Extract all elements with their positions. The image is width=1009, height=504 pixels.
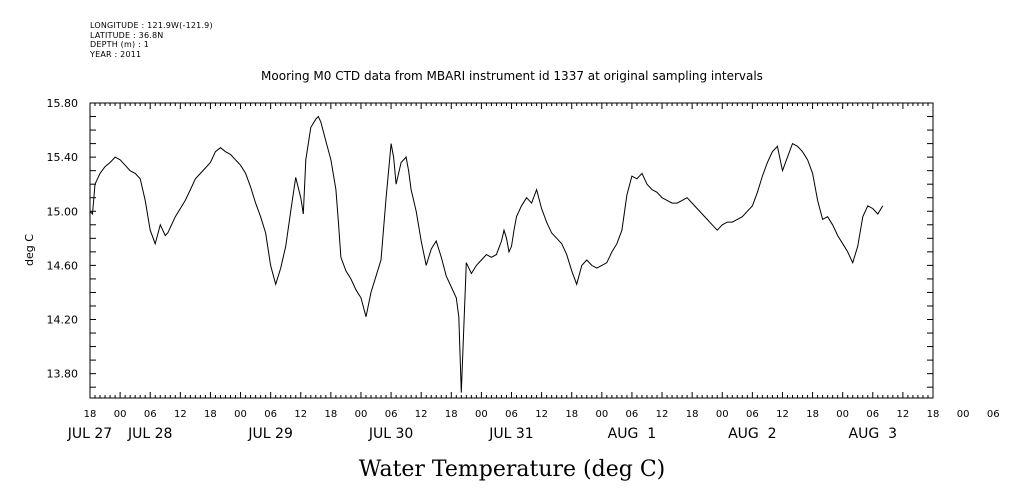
temperature-series-line: [89, 115, 884, 393]
x-day-label: JUL 31: [488, 426, 533, 442]
x-hour-label: 06: [746, 409, 759, 420]
x-day-label: AUG 2: [728, 426, 776, 442]
y-tick-label: 14.60: [47, 259, 79, 272]
x-hour-label: 06: [626, 409, 639, 420]
x-hour-label: 06: [987, 409, 1000, 420]
x-hour-label: 12: [897, 409, 910, 420]
bottom-title: Water Temperature (deg C): [359, 457, 666, 482]
depth-text: DEPTH (m) : 1: [90, 40, 149, 49]
x-hour-label: 00: [716, 409, 729, 420]
x-day-label: JUL 27: [67, 426, 112, 442]
x-hour-label: 00: [836, 409, 849, 420]
axis-ticks: [89, 102, 934, 398]
x-hour-label: 18: [565, 409, 578, 420]
x-day-label: AUG 3: [849, 426, 897, 442]
x-hour-label: 18: [686, 409, 699, 420]
x-hour-label: 12: [174, 409, 187, 420]
x-hour-label: 00: [114, 409, 127, 420]
y-axis-label: deg C: [23, 234, 36, 266]
x-tick-labels: 18 00 06 12 18 00 06 12 18 00 06 12 18 00 06 12 18 00 06 12…: [84, 409, 1000, 420]
x-day-label: JUL 29: [247, 426, 292, 442]
x-hour-label: 00: [957, 409, 970, 420]
x-hour-label: 12: [415, 409, 428, 420]
metadata-block: LONGITUDE : 121.9W(-121.9) LATITUDE : 36…: [90, 21, 213, 59]
chart-title: Mooring M0 CTD data from MBARI instrumen…: [261, 69, 763, 83]
x-hour-label: 06: [264, 409, 277, 420]
x-hour-label: 00: [234, 409, 247, 420]
x-hour-label: 00: [475, 409, 488, 420]
x-day-label: JUL 30: [368, 426, 413, 442]
latitude-text: LATITUDE : 36.8N: [90, 30, 164, 40]
plot-frame: [89, 102, 934, 399]
y-tick-label: 15.00: [47, 205, 79, 218]
x-hour-label: 18: [324, 409, 337, 420]
x-hour-label: 18: [84, 409, 97, 420]
x-hour-label: 12: [776, 409, 789, 420]
x-hour-label: 00: [355, 409, 368, 420]
x-day-labels: JUL 27 JUL 28 JUL 29 JUL 30 JUL 31 AUG 1 AUG 2…: [67, 426, 897, 442]
y-tick-label: 15.80: [47, 97, 79, 110]
year-text: YEAR : 2011: [90, 49, 142, 59]
x-hour-label: 18: [806, 409, 819, 420]
x-hour-label: 12: [535, 409, 548, 420]
x-hour-label: 06: [144, 409, 157, 420]
x-hour-label: 06: [385, 409, 398, 420]
x-hour-label: 00: [595, 409, 608, 420]
x-hour-label: 12: [656, 409, 669, 420]
x-day-label: AUG 1: [608, 426, 656, 442]
x-day-label: JUL 28: [127, 426, 172, 442]
y-tick-label: 13.80: [47, 368, 79, 381]
y-tick-label: 15.40: [47, 151, 79, 164]
x-hour-label: 18: [927, 409, 940, 420]
longitude-text: LONGITUDE : 121.9W(-121.9): [90, 21, 213, 30]
x-hour-label: 06: [505, 409, 518, 420]
y-tick-labels: 15.80 15.40 15.00 14.60 14.20 13.80: [47, 97, 79, 381]
x-hour-label: 18: [204, 409, 217, 420]
x-hour-label: 18: [445, 409, 458, 420]
x-hour-label: 06: [866, 409, 879, 420]
y-tick-label: 14.20: [47, 314, 79, 327]
x-hour-label: 12: [294, 409, 307, 420]
